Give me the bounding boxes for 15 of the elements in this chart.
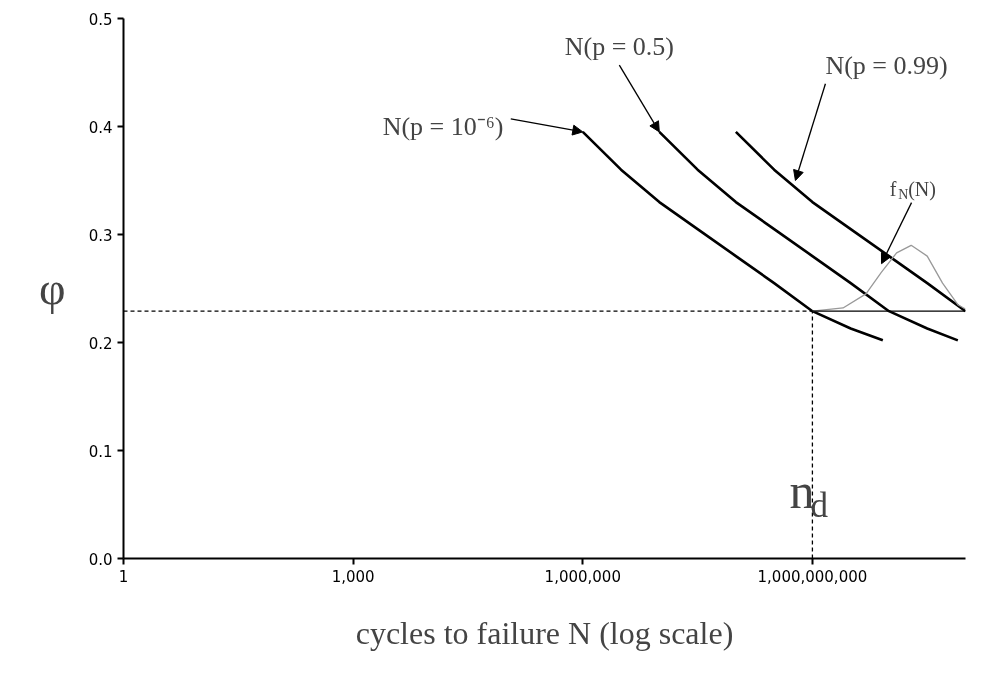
annotation: N(p = 10⁻⁶) bbox=[382, 112, 504, 142]
y-tick-label: 0.1 bbox=[88, 442, 113, 461]
y-tick-label: 0.5 bbox=[88, 10, 113, 29]
y-axis-title: φ bbox=[39, 263, 66, 314]
x-axis-title: cycles to failure N (log scale) bbox=[355, 614, 734, 651]
y-tick-label: 0.0 bbox=[88, 550, 113, 569]
annotation: N(p = 0.99) bbox=[825, 51, 948, 80]
x-tick-label: 1 bbox=[118, 567, 129, 586]
x-tick-label: 1,000,000,000 bbox=[757, 567, 868, 586]
y-tick-label: 0.3 bbox=[88, 226, 113, 245]
x-tick-label: 1,000,000 bbox=[544, 567, 621, 586]
y-tick-label: 0.2 bbox=[88, 334, 113, 353]
annotation: N(p = 0.5) bbox=[564, 32, 674, 62]
y-tick-label: 0.4 bbox=[88, 118, 113, 137]
x-tick-label: 1,000 bbox=[331, 567, 375, 586]
